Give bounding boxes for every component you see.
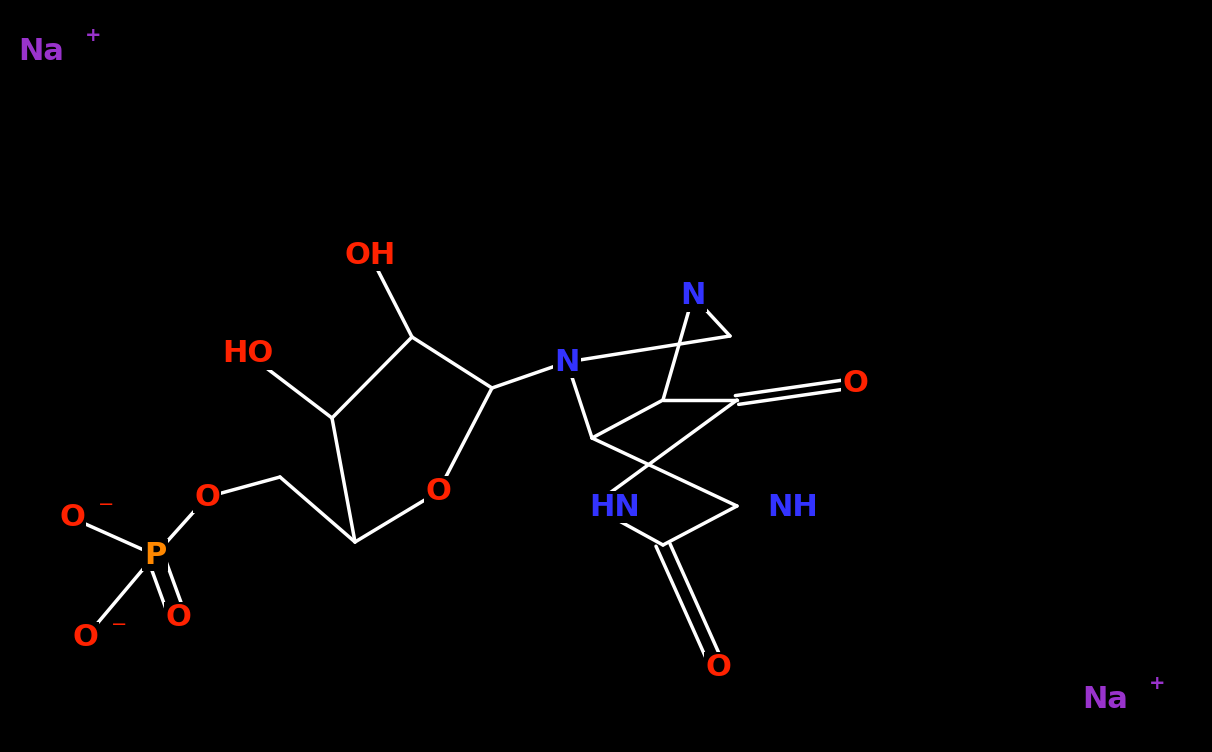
Text: −: − [110,615,127,634]
Text: OH: OH [344,241,395,269]
Text: O: O [165,604,191,632]
Text: N: N [680,281,705,311]
Text: HN: HN [589,493,640,521]
Text: NH: NH [767,493,818,521]
Text: O: O [842,368,868,398]
Text: −: − [98,495,114,514]
Text: O: O [194,483,219,511]
Text: +: + [1149,674,1165,693]
Text: +: + [85,26,101,45]
Text: O: O [425,478,451,507]
Text: Na: Na [18,38,64,66]
Text: Na: Na [1082,686,1128,714]
Text: P: P [144,541,166,569]
Text: O: O [72,623,98,653]
Text: O: O [59,504,85,532]
Text: O: O [705,653,731,683]
Text: HO: HO [222,339,274,368]
Text: N: N [554,347,579,377]
